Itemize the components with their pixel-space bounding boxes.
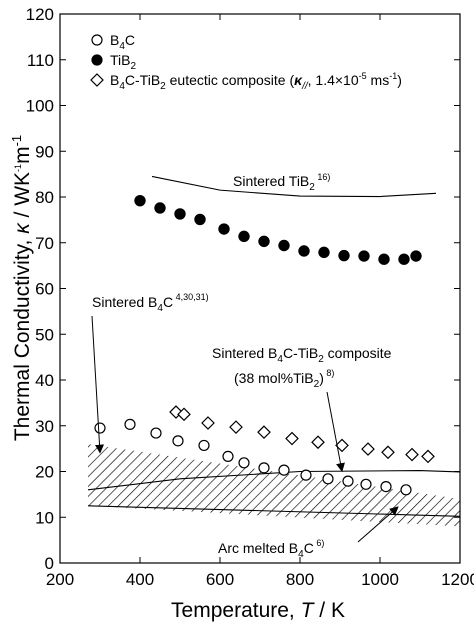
data-point-eutectic (361, 442, 375, 456)
y-tick-label: 100 (26, 97, 54, 116)
legend-open-diamond-marker (90, 73, 104, 87)
data-point-b4c (258, 462, 270, 474)
y-tick-label: 70 (35, 234, 54, 253)
data-point-eutectic (335, 438, 349, 453)
x-tick-label: 400 (126, 570, 154, 589)
data-point-b4c (278, 464, 290, 476)
y-tick-label: 90 (35, 142, 54, 161)
data-point-b4c (172, 435, 184, 447)
y-tick-label: 30 (35, 417, 54, 436)
data-point-b4c (124, 418, 136, 430)
x-tick-label: 800 (286, 570, 314, 589)
hatched-band-layer (88, 444, 460, 527)
data-point-eutectic (201, 416, 215, 430)
data-point-b4c (150, 427, 162, 439)
data-point-tib2 (338, 249, 350, 262)
annotation-composite-mol: (38 mol%TiB2) 8) (234, 368, 334, 390)
annotation-sintered-b4c: Sintered B4C 4,30,31) (92, 292, 209, 314)
data-point-tib2 (154, 202, 166, 214)
data-point-b4c (360, 478, 372, 490)
data-point-tib2 (278, 239, 290, 252)
y-tick-label: 120 (26, 5, 54, 24)
y-axis-title: Thermal Conductivity, κ / WK-1m-1 (9, 135, 34, 441)
data-point-tib2 (218, 223, 230, 235)
data-point-tib2 (194, 213, 206, 226)
arrow-sintered-b4c (91, 315, 105, 454)
data-point-b4c (198, 439, 210, 452)
x-tick-label: 1000 (361, 570, 399, 589)
data-point-eutectic (381, 445, 395, 460)
data-point-eutectic (405, 447, 419, 462)
y-tick-label: 110 (27, 51, 54, 70)
y-tick-label: 0 (45, 554, 54, 573)
data-point-b4c (322, 473, 334, 485)
data-point-eutectic (421, 449, 435, 464)
tick-layer: 0 10 20 30 40 50 60 70 80 90 100 110 120 200 400 600 800… (26, 5, 474, 589)
legend-entry-eutectic: B4C-TiB2 eutectic composite (κ//, 1.4×10… (90, 71, 402, 92)
data-point-tib2 (238, 230, 250, 243)
legend-label-tib2: TiB2 (110, 52, 136, 72)
hatched-band-sintered-b4c (88, 444, 460, 527)
data-point-tib2 (174, 208, 186, 220)
x-tick-label: 200 (46, 570, 74, 589)
y-tick-label: 80 (35, 188, 54, 207)
data-point-eutectic (177, 407, 191, 422)
marker-layer (94, 194, 435, 496)
data-point-eutectic (285, 431, 299, 446)
annotation-arc-melted-b4c: Arc melted B4C 6) (218, 538, 324, 560)
legend: B4C TiB2 B4C-TiB2 eutectic composite (κ/… (90, 32, 402, 92)
data-point-tib2 (410, 250, 422, 262)
legend-filled-circle-marker (91, 54, 103, 66)
x-tick-label: 1200 (441, 570, 474, 589)
data-point-b4c (342, 475, 354, 487)
data-point-tib2 (318, 246, 330, 259)
y-tick-label: 40 (35, 371, 54, 390)
legend-label-eutectic: B4C-TiB2 eutectic composite (κ//, 1.4×10… (110, 71, 402, 92)
data-point-tib2 (398, 253, 410, 265)
y-tick-label: 50 (35, 325, 54, 344)
data-point-tib2 (378, 253, 390, 265)
y-tick-label: 20 (35, 463, 54, 482)
data-point-b4c (238, 457, 250, 469)
legend-entry-b4c: B4C (91, 32, 135, 52)
data-point-b4c (400, 484, 412, 496)
curve-sintered-composite (87, 470, 461, 491)
annotation-sintered-tib2: Sintered TiB2 16) (233, 172, 330, 193)
y-tick-label: 60 (35, 280, 54, 299)
data-point-b4c (380, 480, 392, 493)
annotation-sintered-composite: Sintered B4C-TiB2 composite (212, 345, 392, 365)
data-point-tib2 (358, 250, 370, 262)
legend-open-circle-marker (91, 34, 103, 46)
arrow-arc-melted-b4c (357, 506, 399, 543)
data-point-tib2 (298, 245, 310, 257)
arrow-sintered-composite (326, 391, 345, 473)
data-point-eutectic (229, 420, 243, 434)
data-point-tib2 (134, 194, 146, 207)
data-point-tib2 (258, 235, 270, 248)
data-point-eutectic (257, 425, 271, 440)
legend-entry-tib2: TiB2 (91, 52, 136, 72)
data-point-b4c (94, 422, 106, 434)
x-axis-title: Temperature, T / K (171, 599, 345, 622)
x-tick-label: 600 (206, 570, 234, 589)
curve-sintered-tib2 (151, 175, 437, 198)
data-point-b4c (222, 450, 234, 463)
y-tick-label: 10 (35, 508, 54, 527)
data-point-eutectic (311, 435, 325, 450)
arrow-layer (91, 315, 399, 543)
data-point-b4c (300, 469, 312, 481)
legend-label-b4c: B4C (110, 32, 135, 52)
